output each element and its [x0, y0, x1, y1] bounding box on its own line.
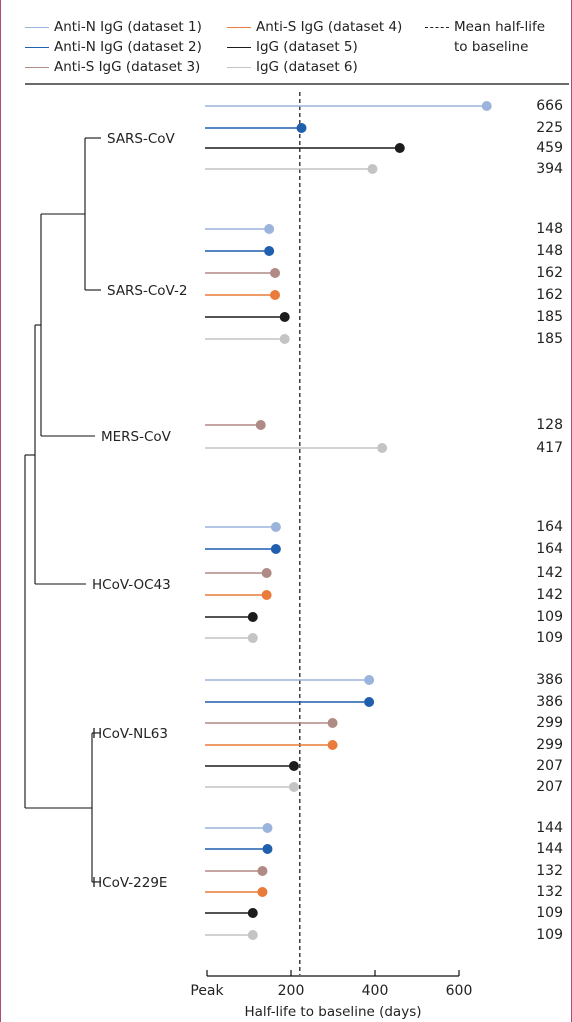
lollipop-dot — [257, 866, 268, 876]
value-label: 142 — [536, 565, 563, 581]
value-label: 386 — [536, 694, 563, 710]
lollipop-dot — [261, 590, 272, 600]
lollipop-dot — [327, 740, 338, 750]
value-label: 299 — [536, 715, 563, 731]
value-label: 132 — [536, 863, 563, 879]
value-label: 144 — [536, 820, 563, 836]
legend-label: IgG (dataset 5) — [256, 39, 358, 55]
value-label: 386 — [536, 672, 563, 688]
legend-swatch — [227, 47, 251, 48]
legend-label: Anti-N IgG (dataset 1) — [54, 19, 202, 35]
value-label: 144 — [536, 841, 563, 857]
legend-label: Anti-S IgG (dataset 4) — [256, 19, 403, 35]
value-label: 142 — [536, 587, 563, 603]
value-label: 132 — [536, 884, 563, 900]
legend-label: IgG (dataset 6) — [256, 59, 358, 75]
lollipop-dot — [279, 312, 290, 322]
group-label: MERS-CoV — [101, 429, 172, 445]
mean-line-swatch — [425, 27, 449, 28]
value-label: 207 — [536, 758, 563, 774]
value-label: 299 — [536, 737, 563, 753]
lollipop-dot — [364, 697, 375, 707]
x-tick-label: 600 — [446, 983, 473, 999]
value-label: 109 — [536, 905, 563, 921]
x-tick-label: 400 — [362, 983, 389, 999]
legend-label: Anti-S IgG (dataset 3) — [54, 59, 201, 75]
value-label: 128 — [536, 417, 563, 433]
legend-swatch — [227, 27, 251, 28]
lollipop-dot — [264, 224, 275, 234]
value-label: 164 — [536, 519, 563, 535]
lollipop-dot — [364, 675, 375, 685]
group-label: HCoV-OC43 — [92, 577, 171, 593]
lollipop-dot — [262, 844, 273, 854]
lollipop-dot — [270, 544, 281, 554]
group-label: SARS-CoV — [107, 131, 176, 147]
x-tick-label: 200 — [278, 983, 305, 999]
value-label: 394 — [536, 161, 563, 177]
lollipop-dot — [288, 761, 299, 771]
value-label: 109 — [536, 609, 563, 625]
lollipop-dot — [279, 334, 290, 344]
value-label: 148 — [536, 243, 563, 259]
lollipop-dot — [261, 568, 272, 578]
lollipop-dot — [270, 268, 281, 278]
value-label: 148 — [536, 221, 563, 237]
lollipop-dot — [377, 443, 388, 453]
lollipop-dot — [264, 246, 275, 256]
value-label: 162 — [536, 287, 563, 303]
value-label: 164 — [536, 541, 563, 557]
lollipop-dot — [262, 823, 273, 833]
legend-mean-label-line2: to baseline — [454, 39, 529, 55]
lollipop-dot — [394, 143, 405, 153]
lollipop-dot — [257, 887, 268, 897]
group-label: HCoV-NL63 — [92, 726, 168, 742]
value-label: 207 — [536, 779, 563, 795]
legend-swatch — [25, 67, 49, 68]
value-label: 666 — [536, 98, 563, 114]
value-label: 109 — [536, 630, 563, 646]
lollipop-dot — [247, 612, 258, 622]
legend-label: Anti-N IgG (dataset 2) — [54, 39, 202, 55]
lollipop-dot — [247, 633, 258, 643]
value-label: 162 — [536, 265, 563, 281]
lollipop-dot — [247, 930, 258, 940]
lollipop-dot — [481, 101, 492, 111]
lollipop-dot — [296, 123, 307, 133]
lollipop-dot — [270, 290, 281, 300]
legend-swatch — [227, 67, 251, 68]
lollipop-dot — [327, 718, 338, 728]
x-axis-label: Half-life to baseline (days) — [245, 1004, 422, 1020]
x-tick-label: Peak — [190, 983, 224, 999]
legend-swatch — [25, 47, 49, 48]
value-label: 225 — [536, 120, 563, 136]
group-label: SARS-CoV-2 — [107, 283, 187, 299]
value-label: 459 — [536, 140, 563, 156]
value-label: 185 — [536, 309, 563, 325]
legend-swatch — [25, 27, 49, 28]
lollipop-dot — [255, 420, 266, 430]
value-label: 185 — [536, 331, 563, 347]
group-label: HCoV-229E — [92, 875, 167, 891]
lollipop-dot — [288, 782, 299, 792]
value-label: 109 — [536, 927, 563, 943]
lollipop-dot — [270, 522, 281, 532]
lollipop-dot — [367, 164, 378, 174]
legend-mean-label-line1: Mean half-life — [454, 19, 546, 35]
value-label: 417 — [536, 440, 563, 456]
lollipop-dot — [247, 908, 258, 918]
